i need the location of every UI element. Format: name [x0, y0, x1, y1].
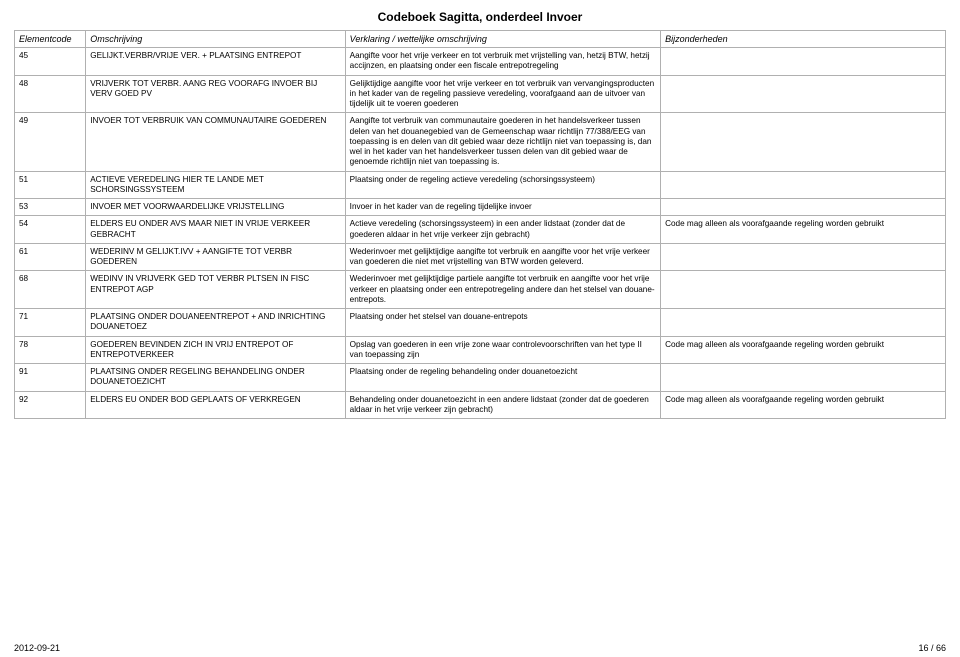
cell-omschrijving: INVOER MET VOORWAARDELIJKE VRIJSTELLING — [86, 199, 345, 216]
col-header-bijzonderheden: Bijzonderheden — [661, 31, 946, 48]
table-header-row: Elementcode Omschrijving Verklaring / we… — [15, 31, 946, 48]
col-header-elementcode: Elementcode — [15, 31, 86, 48]
cell-code: 51 — [15, 171, 86, 199]
cell-bijz: Code mag alleen als voorafgaande regelin… — [661, 336, 946, 364]
cell-code: 48 — [15, 75, 86, 113]
cell-bijz: Code mag alleen als voorafgaande regelin… — [661, 391, 946, 419]
cell-bijz — [661, 364, 946, 392]
page: Codeboek Sagitta, onderdeel Invoer Eleme… — [0, 0, 960, 657]
table-row: 78 GOEDEREN BEVINDEN ZICH IN VRIJ ENTREP… — [15, 336, 946, 364]
code-table: Elementcode Omschrijving Verklaring / we… — [14, 30, 946, 419]
cell-bijz — [661, 113, 946, 171]
cell-bijz — [661, 271, 946, 309]
cell-code: 61 — [15, 243, 86, 271]
cell-verklaring: Opslag van goederen in een vrije zone wa… — [345, 336, 660, 364]
table-row: 71 PLAATSING ONDER DOUANEENTREPOT + AND … — [15, 309, 946, 337]
cell-bijz: Code mag alleen als voorafgaande regelin… — [661, 216, 946, 244]
table-row: 68 WEDINV IN VRIJVERK GED TOT VERBR PLTS… — [15, 271, 946, 309]
cell-omschrijving: ELDERS EU ONDER AVS MAAR NIET IN VRIJE V… — [86, 216, 345, 244]
table-row: 61 WEDERINV M GELIJKT.IVV + AANGIFTE TOT… — [15, 243, 946, 271]
table-row: 91 PLAATSING ONDER REGELING BEHANDELING … — [15, 364, 946, 392]
cell-omschrijving: GELIJKT.VERBR/VRIJE VER. + PLAATSING ENT… — [86, 48, 345, 76]
cell-omschrijving: GOEDEREN BEVINDEN ZICH IN VRIJ ENTREPOT … — [86, 336, 345, 364]
cell-bijz — [661, 75, 946, 113]
cell-code: 92 — [15, 391, 86, 419]
cell-verklaring: Plaatsing onder het stelsel van douane-e… — [345, 309, 660, 337]
table-row: 92 ELDERS EU ONDER BOD GEPLAATS OF VERKR… — [15, 391, 946, 419]
col-header-verklaring: Verklaring / wettelijke omschrijving — [345, 31, 660, 48]
table-row: 48 VRIJVERK TOT VERBR. AANG REG VOORAFG … — [15, 75, 946, 113]
cell-code: 45 — [15, 48, 86, 76]
table-row: 51 ACTIEVE VEREDELING HIER TE LANDE MET … — [15, 171, 946, 199]
cell-code: 71 — [15, 309, 86, 337]
cell-code: 53 — [15, 199, 86, 216]
cell-bijz — [661, 309, 946, 337]
cell-omschrijving: ELDERS EU ONDER BOD GEPLAATS OF VERKREGE… — [86, 391, 345, 419]
table-row: 53 INVOER MET VOORWAARDELIJKE VRIJSTELLI… — [15, 199, 946, 216]
footer-page-number: 16 / 66 — [918, 643, 946, 653]
cell-verklaring: Behandeling onder douanetoezicht in een … — [345, 391, 660, 419]
cell-bijz — [661, 199, 946, 216]
table-body: 45 GELIJKT.VERBR/VRIJE VER. + PLAATSING … — [15, 48, 946, 419]
cell-omschrijving: PLAATSING ONDER REGELING BEHANDELING OND… — [86, 364, 345, 392]
cell-verklaring: Plaatsing onder de regeling behandeling … — [345, 364, 660, 392]
cell-omschrijving: VRIJVERK TOT VERBR. AANG REG VOORAFG INV… — [86, 75, 345, 113]
col-header-omschrijving: Omschrijving — [86, 31, 345, 48]
cell-omschrijving: WEDERINV M GELIJKT.IVV + AANGIFTE TOT VE… — [86, 243, 345, 271]
cell-code: 91 — [15, 364, 86, 392]
cell-verklaring: Invoer in het kader van de regeling tijd… — [345, 199, 660, 216]
cell-code: 54 — [15, 216, 86, 244]
cell-omschrijving: ACTIEVE VEREDELING HIER TE LANDE MET SCH… — [86, 171, 345, 199]
document-title: Codeboek Sagitta, onderdeel Invoer — [14, 10, 946, 24]
cell-bijz — [661, 171, 946, 199]
cell-verklaring: Aangifte tot verbruik van communautaire … — [345, 113, 660, 171]
cell-code: 68 — [15, 271, 86, 309]
cell-verklaring: Wederinvoer met gelijktijdige aangifte t… — [345, 243, 660, 271]
cell-bijz — [661, 48, 946, 76]
table-row: 54 ELDERS EU ONDER AVS MAAR NIET IN VRIJ… — [15, 216, 946, 244]
cell-omschrijving: INVOER TOT VERBRUIK VAN COMMUNAUTAIRE GO… — [86, 113, 345, 171]
footer-date: 2012-09-21 — [14, 643, 60, 653]
table-row: 49 INVOER TOT VERBRUIK VAN COMMUNAUTAIRE… — [15, 113, 946, 171]
cell-verklaring: Plaatsing onder de regeling actieve vere… — [345, 171, 660, 199]
cell-code: 78 — [15, 336, 86, 364]
cell-code: 49 — [15, 113, 86, 171]
table-row: 45 GELIJKT.VERBR/VRIJE VER. + PLAATSING … — [15, 48, 946, 76]
cell-omschrijving: PLAATSING ONDER DOUANEENTREPOT + AND INR… — [86, 309, 345, 337]
cell-verklaring: Actieve veredeling (schorsingssysteem) i… — [345, 216, 660, 244]
cell-omschrijving: WEDINV IN VRIJVERK GED TOT VERBR PLTSEN … — [86, 271, 345, 309]
cell-verklaring: Aangifte voor het vrije verkeer en tot v… — [345, 48, 660, 76]
cell-bijz — [661, 243, 946, 271]
cell-verklaring: Gelijktijdige aangifte voor het vrije ve… — [345, 75, 660, 113]
page-footer: 2012-09-21 16 / 66 — [14, 643, 946, 653]
cell-verklaring: Wederinvoer met gelijktijdige partiele a… — [345, 271, 660, 309]
